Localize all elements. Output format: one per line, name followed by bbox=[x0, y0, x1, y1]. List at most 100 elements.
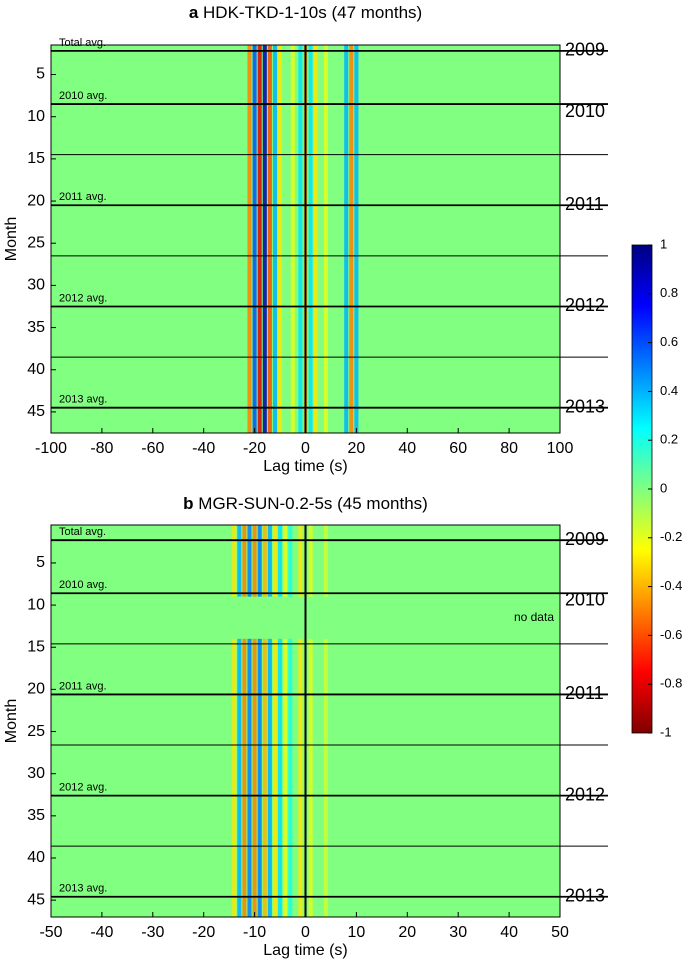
y-tick-label: 30 bbox=[27, 765, 45, 782]
y-tick-label: 30 bbox=[27, 277, 45, 294]
x-tick-label: -80 bbox=[90, 440, 113, 457]
x-tick-label: -10 bbox=[243, 924, 266, 941]
panel-label: a bbox=[189, 3, 199, 22]
year-label: 2010 bbox=[565, 590, 605, 610]
heatmap-column bbox=[267, 45, 272, 433]
avg-label: 2013 avg. bbox=[59, 394, 107, 406]
y-tick-label: 45 bbox=[27, 403, 45, 420]
year-label: 2012 bbox=[565, 295, 605, 315]
y-tick-label: 20 bbox=[27, 192, 45, 209]
y-tick-label: 35 bbox=[27, 319, 45, 336]
year-label: 2010 bbox=[565, 101, 605, 121]
heatmap-column bbox=[283, 525, 288, 917]
heatmap-column bbox=[257, 525, 262, 917]
x-tick-label: 10 bbox=[348, 924, 366, 941]
y-tick-label: 45 bbox=[27, 891, 45, 908]
x-tick-label: 20 bbox=[398, 924, 416, 941]
title-text: MGR-SUN-0.2-5s (45 months) bbox=[198, 494, 428, 513]
x-tick-label: -40 bbox=[192, 440, 215, 457]
avg-label: 2011 avg. bbox=[59, 680, 107, 692]
x-tick-label: 60 bbox=[449, 440, 467, 457]
y-tick-label: 25 bbox=[27, 723, 45, 740]
x-tick-label: 40 bbox=[500, 924, 518, 941]
y-tick-label: 10 bbox=[27, 108, 45, 125]
y-tick-label: 15 bbox=[27, 150, 45, 167]
x-tick-label: 30 bbox=[449, 924, 467, 941]
year-label: 2011 bbox=[565, 194, 604, 214]
heatmap-column bbox=[354, 45, 359, 433]
year-label: 2013 bbox=[565, 396, 605, 416]
colorbar-tick-label: -0.8 bbox=[660, 676, 682, 691]
panel-label: b bbox=[183, 494, 193, 513]
y-tick-label: 35 bbox=[27, 807, 45, 824]
colorbar-tick-label: -1 bbox=[660, 724, 672, 739]
panel-title: a HDK-TKD-1-10s (47 months) bbox=[189, 3, 422, 22]
y-tick-label: 5 bbox=[36, 554, 45, 571]
avg-label: Total avg. bbox=[59, 37, 106, 49]
y-tick-label: 10 bbox=[27, 596, 45, 613]
heatmap-column bbox=[290, 45, 295, 433]
heatmap-column bbox=[313, 45, 318, 433]
heatmap-column bbox=[247, 45, 252, 433]
y-axis-label: Month bbox=[3, 699, 20, 743]
heatmap-column bbox=[262, 525, 267, 917]
heatmap-column bbox=[278, 525, 283, 917]
year-label: 2011 bbox=[565, 683, 604, 703]
heatmap-column bbox=[262, 45, 267, 433]
heatmap-column bbox=[257, 45, 262, 433]
heatmap-column bbox=[272, 45, 277, 433]
x-tick-label: -60 bbox=[141, 440, 164, 457]
year-label: 2009 bbox=[565, 529, 605, 549]
colorbar-tick-label: 0.4 bbox=[660, 383, 678, 398]
year-label: 2012 bbox=[565, 784, 605, 804]
x-tick-label: 0 bbox=[301, 440, 310, 457]
colorbar-tick-label: 0 bbox=[660, 480, 667, 495]
colorbar-tick-label: -0.6 bbox=[660, 627, 682, 642]
heatmap-column bbox=[298, 45, 303, 433]
y-tick-label: 40 bbox=[27, 361, 45, 378]
x-tick-label: 20 bbox=[348, 440, 366, 457]
heatmap-column bbox=[252, 525, 257, 917]
x-tick-label: -40 bbox=[90, 924, 113, 941]
y-tick-label: 25 bbox=[27, 234, 45, 251]
heatmap-column bbox=[349, 45, 354, 433]
x-tick-label: -30 bbox=[141, 924, 164, 941]
avg-label: 2012 avg. bbox=[59, 292, 107, 304]
heatmap-column bbox=[298, 525, 303, 917]
title-text: HDK-TKD-1-10s (47 months) bbox=[203, 3, 422, 22]
year-label: 2009 bbox=[565, 40, 605, 60]
heatmap-column bbox=[242, 525, 247, 917]
heatmap-column bbox=[344, 45, 349, 433]
colorbar-tick-label: 0.8 bbox=[660, 285, 678, 300]
x-tick-label: -20 bbox=[192, 924, 215, 941]
y-tick-label: 5 bbox=[36, 66, 45, 83]
year-label: 2013 bbox=[565, 886, 605, 906]
avg-label: Total avg. bbox=[59, 526, 106, 538]
x-axis-label: Lag time (s) bbox=[263, 458, 347, 475]
y-tick-label: 20 bbox=[27, 681, 45, 698]
y-axis-label: Month bbox=[3, 217, 20, 261]
avg-label: 2011 avg. bbox=[59, 191, 107, 203]
heatmap-column bbox=[272, 525, 277, 917]
heatmap-column bbox=[267, 525, 272, 917]
heatmap-column bbox=[288, 525, 293, 917]
colorbar-tick-label: -0.4 bbox=[660, 578, 682, 593]
heatmap-column bbox=[308, 45, 313, 433]
avg-label: 2013 avg. bbox=[59, 883, 107, 895]
avg-label: 2010 avg. bbox=[59, 90, 107, 102]
heatmap-column bbox=[323, 525, 328, 917]
heatmap-column bbox=[252, 45, 257, 433]
x-tick-label: 40 bbox=[398, 440, 416, 457]
heatmap-column bbox=[278, 45, 283, 433]
x-tick-label: 100 bbox=[547, 440, 574, 457]
colorbar-tick-label: 0.6 bbox=[660, 334, 678, 349]
x-tick-label: 50 bbox=[551, 924, 569, 941]
x-tick-label: -100 bbox=[35, 440, 67, 457]
heatmap-column bbox=[237, 525, 242, 917]
colorbar-tick-label: 0.2 bbox=[660, 432, 678, 447]
y-tick-label: 40 bbox=[27, 849, 45, 866]
x-tick-label: 0 bbox=[301, 924, 310, 941]
x-tick-label: -50 bbox=[39, 924, 62, 941]
panel-title: b MGR-SUN-0.2-5s (45 months) bbox=[183, 494, 428, 513]
